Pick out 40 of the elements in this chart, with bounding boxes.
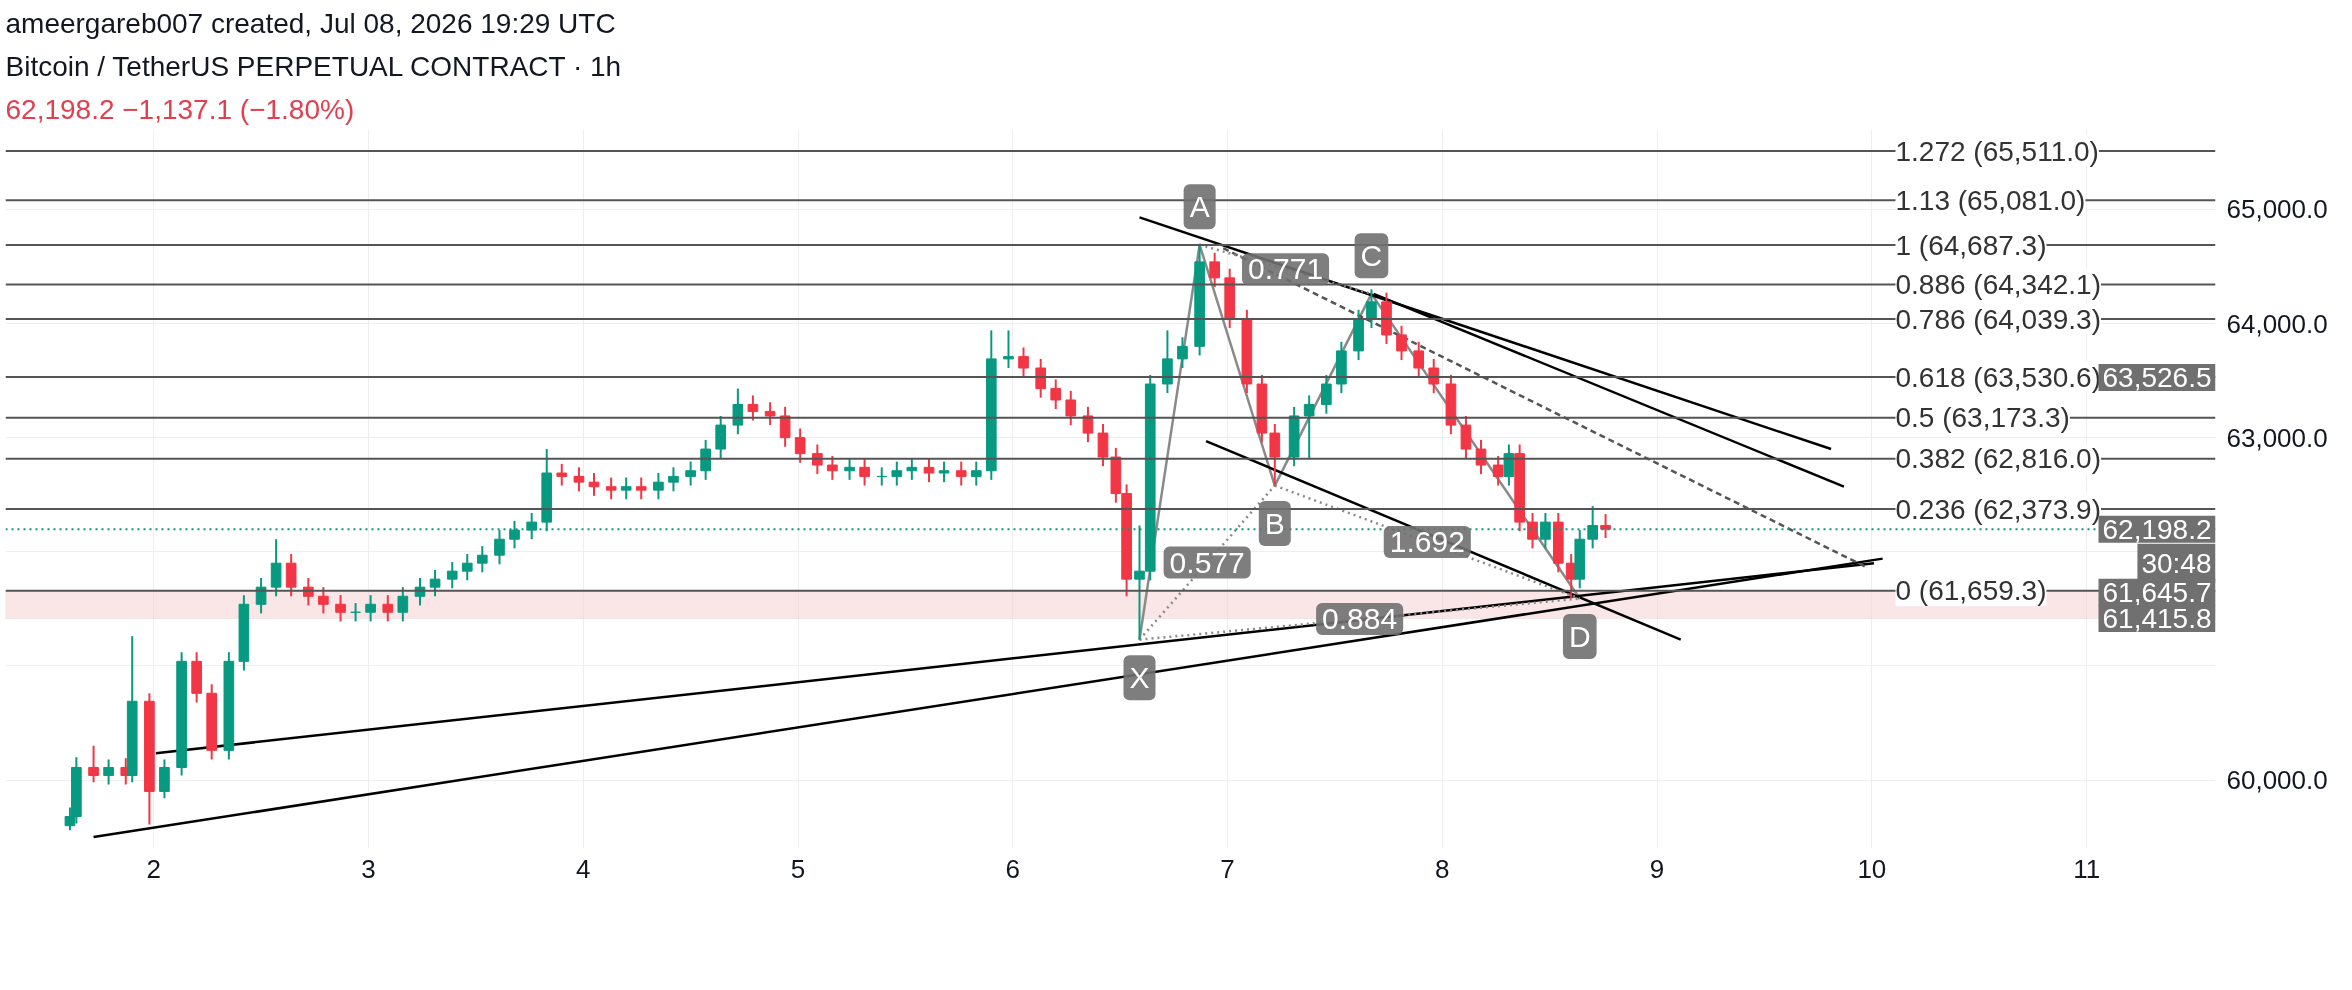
x-tick-label: 7: [1220, 853, 1235, 884]
x-tick-label: 5: [790, 853, 806, 884]
x-tick-label: 10: [1857, 853, 1887, 884]
annotation: 62,198.2: [2102, 513, 2212, 545]
x-tick-label: 8: [1435, 853, 1450, 884]
annotation: A: [1189, 190, 1210, 224]
ref-line-label: 0.618 (63,530.6): [1895, 361, 2101, 393]
x-tick-label: 11: [2073, 853, 2101, 884]
ref-line-label: 0.786 (64,039.3): [1895, 303, 2101, 335]
ref-line-label: 0.886 (64,342.1): [1895, 268, 2101, 300]
y-tick-label: 60,000.0: [2226, 765, 2328, 796]
y-tick-label: 65,000.0: [2226, 194, 2328, 225]
annotation: 0.577: [1169, 545, 1245, 579]
annotation: B: [1264, 507, 1285, 541]
ref-line-label: 0 (61,659.3): [1895, 575, 2047, 607]
ref-line-label: 0.5 (63,173.3): [1895, 402, 2070, 434]
annotation: C: [1360, 239, 1383, 273]
ref-line-label: 0.382 (62,816.0): [1895, 443, 2101, 475]
x-tick-label: 2: [146, 853, 161, 884]
x-tick-label: 6: [1005, 853, 1021, 884]
annotation: X: [1129, 661, 1150, 695]
y-tick-label: 64,000.0: [2226, 308, 2328, 339]
chart-title: Bitcoin / TetherUS PERPETUAL CONTRACT · 1h: [5, 50, 622, 82]
annotation: 1.692: [1389, 525, 1465, 559]
annotation: 30:48: [2141, 547, 2212, 579]
text: ameergareb007 created, Jul 08, 2026 19:29 UTC: [5, 7, 616, 39]
annotation: 63,526.5: [2102, 362, 2212, 394]
annotation: 0.884: [1322, 602, 1398, 636]
x-tick-label: 3: [361, 853, 376, 884]
chart-subtitle: 62,198.2 −1,137.1 (−1.80%): [5, 93, 355, 125]
ref-line-label: 1.272 (65,511.0): [1895, 135, 2099, 167]
ref-line-label: 1.13 (65,081.0): [1895, 184, 2086, 216]
ref-line-label: 0.236 (62,373.9): [1895, 493, 2101, 525]
x-tick-label: 9: [1649, 853, 1665, 884]
ref-line-label: 1 (64,687.3): [1895, 229, 2047, 261]
y-tick-label: 63,000.0: [2226, 422, 2328, 453]
annotation: 61,645.7: [2102, 576, 2212, 608]
x-tick-label: 4: [576, 853, 591, 884]
annotation: D: [1568, 620, 1591, 654]
annotation: 0.771: [1248, 252, 1324, 286]
